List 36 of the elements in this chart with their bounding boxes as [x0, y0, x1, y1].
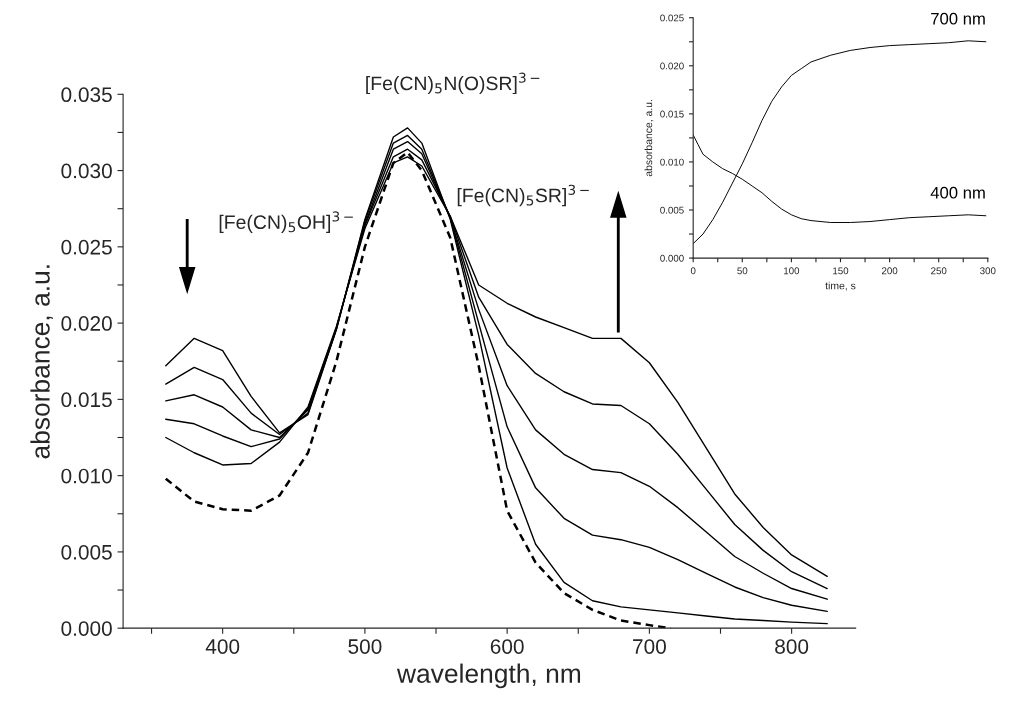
y-tick-label: 0.020	[61, 316, 112, 331]
x-tick-label: 800	[775, 639, 809, 654]
x-tick-label: 200	[881, 267, 898, 275]
x-tick-label: 50	[737, 267, 748, 275]
x-axis-title: wavelength, nm	[396, 663, 581, 689]
x-axis-title: time, s	[825, 281, 856, 291]
y-tick-label: 0.025	[660, 14, 684, 22]
x-tick-label: 500	[348, 639, 382, 654]
y-tick-label: 0.015	[61, 392, 112, 408]
x-tick-label: 150	[833, 267, 849, 275]
y-tick-label: 0.010	[61, 468, 112, 484]
x-tick-label: 600	[490, 639, 524, 654]
y-axis-title: absorbance, a.u.	[644, 100, 654, 177]
annotation: [Fe(CN)$_{5}$OH]$^{3−}$	[219, 211, 353, 233]
x-tick-label: 700	[633, 639, 666, 654]
y-axis-title: absorbance, a.u.	[30, 265, 53, 459]
x-tick-label: 400	[205, 639, 240, 654]
x-tick-label: 300	[980, 267, 996, 275]
annotation: [Fe(CN)$_{5}$SR]$^{3−}$	[457, 184, 589, 207]
y-tick-label: 0.015	[660, 110, 684, 118]
series-label: 400 nm	[930, 186, 985, 199]
y-tick-label: 0.035	[61, 87, 112, 103]
x-tick-label: 250	[931, 267, 947, 275]
y-tick-label: 0.010	[660, 158, 684, 166]
y-tick-label: 0.030	[61, 163, 112, 179]
y-tick-label: 0.005	[61, 544, 112, 560]
series-label: 700 nm	[931, 12, 985, 25]
y-tick-label: 0.000	[61, 621, 112, 636]
x-tick-label: 0	[690, 267, 696, 275]
x-tick-label: 100	[784, 267, 800, 275]
y-tick-label: 0.005	[660, 206, 684, 214]
text: [Fe(CN)$_{5}$N(O)SR]$^{3−}$	[366, 72, 540, 95]
y-tick-label: 0.025	[61, 239, 112, 255]
y-tick-label: 0.000	[660, 254, 684, 262]
y-tick-label: 0.020	[660, 62, 684, 70]
line-series	[693, 40, 987, 245]
